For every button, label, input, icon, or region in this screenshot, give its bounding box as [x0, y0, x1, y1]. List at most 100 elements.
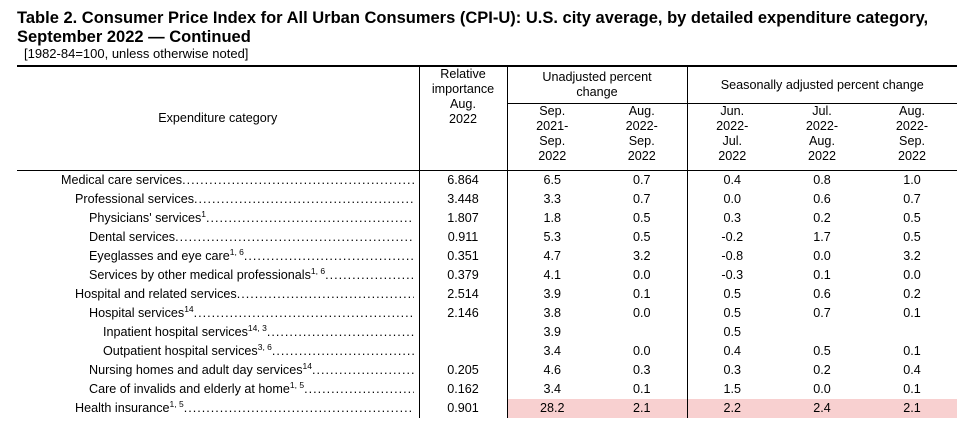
row-value-5: 0.4 [903, 363, 921, 377]
header-period-line: 2022 [627, 149, 656, 163]
table-row: Hospital and related services 2.514 3.9 0.1… [17, 285, 957, 304]
header-period-1: Sep. 2021- Sep. 2022 [507, 103, 597, 171]
row-value-5: 1.0 [903, 173, 921, 187]
header-period-line: Aug. [628, 104, 655, 118]
row-value-4: 2.4 [777, 399, 867, 418]
row-value-3: 2.2 [687, 399, 777, 418]
row-value-5 [867, 323, 957, 342]
table-row: Health insurance1, 50.90128.22.12.22.42.… [17, 399, 958, 418]
header-period-line: 2022 [538, 149, 567, 163]
row-value-3: -0.2 [721, 230, 744, 244]
row-value-2: 3.2 [597, 247, 688, 266]
dot-leader [272, 342, 414, 361]
row-relative-importance: 0.351 [419, 247, 508, 266]
row-value-5: 0.5 [903, 211, 921, 225]
row-relative-importance: 0.205 [419, 361, 508, 380]
row-value-3: -0.3 [721, 268, 744, 282]
table-row: Dental services 0.911 5.3 0.5 -0.2 1.7 0.5 [17, 228, 957, 247]
row-value-3: -0.8 [721, 249, 744, 263]
footnote-ref: 1, 5 [289, 380, 305, 390]
row-value-2: 0.7 [597, 170, 688, 190]
row-relative-importance: 0.911 [419, 228, 508, 247]
row-value-5: 0.2 [903, 287, 921, 301]
row-value-2: 0.1 [597, 285, 688, 304]
row-value-4: 0.7 [813, 306, 831, 320]
row-value-4: 0.0 [813, 382, 831, 396]
row-value-3: 0.5 [723, 306, 741, 320]
dot-leader [325, 266, 413, 285]
row-value-3: 0.3 [723, 211, 741, 225]
row-category-label: Care of invalids and elderly at home1, 5 [89, 380, 304, 399]
header-period-line: Jun. [720, 104, 745, 118]
row-category-text: Care of invalids and elderly at home [89, 382, 290, 396]
row-value-4: 0.6 [813, 287, 831, 301]
row-category-text: Services by other medical professionals [89, 268, 311, 282]
cpi-table: Expenditure category Relative importance… [17, 65, 958, 418]
row-category-text: Nursing homes and adult day services [89, 363, 303, 377]
row-relative-importance: 6.864 [419, 170, 508, 190]
header-expenditure-category: Expenditure category [17, 65, 420, 171]
table-row: Inpatient hospital services14, 3 3.9 0.5 [17, 323, 957, 342]
header-period-line: Aug. [899, 104, 925, 118]
row-value-2 [597, 323, 688, 342]
table-row: Nursing homes and adult day services14 0.… [17, 361, 957, 380]
row-value-5: 0.1 [903, 306, 921, 320]
row-value-1: 1.8 [543, 211, 561, 225]
row-value-1: 4.6 [543, 363, 561, 377]
header-period-line: 2022- [895, 119, 929, 133]
dot-leader [304, 380, 413, 399]
row-value-1: 3.9 [543, 287, 561, 301]
dot-leader [182, 171, 413, 190]
header-period-line: 2022- [716, 119, 749, 133]
row-category-label: Eyeglasses and eye care1, 6 [89, 247, 244, 266]
row-relative-importance [419, 342, 508, 361]
row-relative-importance: 3.448 [419, 190, 508, 209]
row-value-2: 0.0 [597, 342, 688, 361]
row-value-3: 0.3 [723, 363, 741, 377]
row-value-2: 0.5 [597, 228, 688, 247]
row-category: Dental services [17, 228, 420, 247]
header-relative-line: 2022 [448, 112, 478, 126]
row-category-text: Hospital and related services [75, 287, 237, 301]
row-value-2: 0.7 [597, 190, 688, 209]
dot-leader [312, 361, 414, 380]
table-row: Eyeglasses and eye care1, 6 0.351 4.7 3.2 -0… [17, 247, 957, 266]
row-category-text: Dental services [89, 230, 176, 244]
footnote-ref: 1, 6 [310, 266, 326, 276]
row-category: Services by other medical professionals1… [17, 266, 420, 285]
row-category-text: Inpatient hospital services [103, 325, 248, 339]
row-relative-importance: 2.514 [419, 285, 508, 304]
footnote-ref: 14 [184, 304, 194, 314]
row-category: Outpatient hospital services3, 6 [17, 342, 420, 361]
row-category: Health insurance1, 5 [17, 399, 420, 418]
header-relative-line: Aug. [450, 97, 476, 111]
header-period-2: Aug. 2022- Sep. 2022 [597, 103, 688, 171]
row-value-2: 2.1 [597, 399, 688, 418]
table-row: Services by other medical professionals1… [17, 266, 957, 285]
header-period-line: 2021- [536, 119, 569, 133]
row-category-label: Outpatient hospital services3, 6 [103, 342, 272, 361]
header-period-line: Sep. [628, 134, 655, 148]
header-period-line: Jul. [722, 134, 743, 148]
header-period-line: Aug. [809, 134, 835, 148]
row-value-4: 1.7 [813, 230, 831, 244]
row-value-3: 0.5 [723, 325, 741, 339]
row-value-2: 0.0 [597, 266, 688, 285]
row-category-label: Professional services [75, 190, 194, 209]
row-relative-importance: 0.901 [419, 399, 508, 418]
header-period-line: 2022 [807, 149, 837, 163]
row-value-5: 0.5 [903, 230, 921, 244]
header-unadjusted-text: Unadjusted percent change [542, 70, 652, 99]
row-value-4: 0.6 [813, 192, 831, 206]
row-value-4: 0.5 [813, 344, 831, 358]
row-category: Hospital and related services [17, 285, 420, 304]
table-row: Professional services 3.448 3.3 0.7 0.0 0.6 0.… [17, 190, 957, 209]
row-relative-importance [419, 323, 508, 342]
row-category-text: Professional services [75, 192, 194, 206]
row-value-4: 0.2 [813, 211, 831, 225]
header-period-line: 2022- [625, 119, 658, 133]
row-category-label: Hospital services14 [89, 304, 194, 323]
header-period-line: 2022- [805, 119, 839, 133]
header-relative-line: Relative [440, 67, 486, 81]
